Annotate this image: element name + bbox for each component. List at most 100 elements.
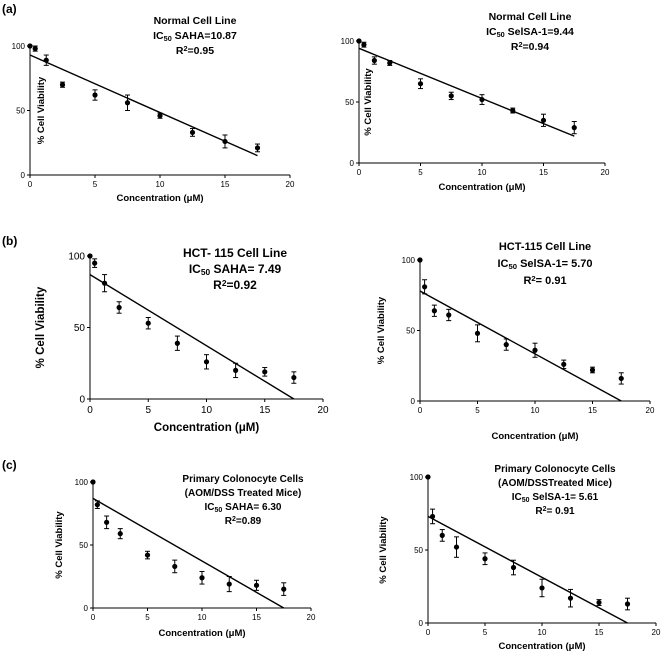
- chart-title-line: R2=0.94: [511, 40, 549, 53]
- chart-title-line: HCT- 115 Cell Line: [183, 246, 287, 260]
- data-point: [59, 82, 66, 88]
- fit-line: [92, 497, 285, 609]
- data-point: [172, 563, 178, 570]
- y-tick-label: 100: [402, 256, 416, 265]
- y-tick-label: 0: [21, 171, 26, 180]
- x-axis-label: Concentration (μM): [158, 628, 245, 639]
- x-tick-label: 0: [91, 613, 96, 622]
- x-tick-label: 15: [221, 180, 230, 189]
- fit-line: [419, 290, 622, 402]
- x-tick-label: 10: [538, 628, 547, 637]
- data-point: [422, 284, 428, 290]
- y-tick-label: 100: [410, 473, 424, 482]
- x-tick-label: 10: [198, 613, 207, 622]
- chart-title-line: R2= 0.91: [535, 506, 575, 517]
- chart-title-line: Primary Colonocyte Cells: [494, 464, 616, 475]
- x-tick-label: 10: [156, 180, 165, 189]
- panel-label-c: (c): [2, 458, 17, 472]
- chart-title-line: Normal Cell Line: [489, 11, 572, 23]
- data-point: [429, 513, 436, 520]
- chart-title-line: IC50 SAHA=10.87: [153, 30, 237, 43]
- panel-label-a: (a): [2, 2, 17, 16]
- y-axis-label: % Cell Viability: [363, 68, 374, 136]
- chart-title-line: R2= 0.91: [523, 274, 566, 287]
- x-tick-label: 15: [259, 405, 271, 416]
- data-point: [291, 374, 297, 381]
- x-tick-label: 15: [595, 628, 604, 637]
- x-tick-label: 0: [418, 406, 423, 415]
- data-point: [532, 347, 538, 353]
- fit-line: [358, 47, 575, 137]
- x-tick-label: 0: [28, 180, 33, 189]
- x-tick-label: 5: [145, 405, 151, 416]
- x-tick-label: 5: [145, 613, 150, 622]
- data-point: [596, 599, 602, 606]
- y-tick-label: 0: [419, 619, 424, 628]
- data-point: [479, 96, 485, 103]
- y-axis-label: % Cell Viability: [376, 296, 387, 364]
- data-point: [92, 260, 98, 266]
- data-point: [222, 138, 228, 145]
- x-axis-label: Concentration (μM): [438, 182, 525, 193]
- x-tick-label: 20: [317, 405, 329, 416]
- data-point: [371, 57, 377, 64]
- chart-panel-3: 0 5 10 15 20 0 50 100 Concentration (μM) % Cell V…: [35, 246, 329, 434]
- chart-title-line: IC50 SAHA= 6.30: [205, 502, 282, 514]
- data-point: [387, 60, 393, 66]
- data-point: [174, 340, 180, 346]
- y-tick-label: 50: [74, 323, 86, 334]
- chart-panel-1: 0 5 10 15 20 0 50 100 Concentration (μM) % Cell V…: [12, 15, 295, 204]
- data-point: [561, 361, 567, 367]
- y-tick-label: 100: [12, 42, 26, 51]
- data-point: [453, 544, 460, 550]
- chart-panel-4: 0 5 10 15 20 0 50 100 Concentration (μM) % Cell V…: [376, 241, 655, 442]
- y-tick-label: 0: [79, 395, 85, 406]
- y-axis-label: % Cell Viability: [36, 76, 47, 144]
- data-point: [446, 312, 452, 318]
- y-tick-label: 100: [68, 252, 85, 263]
- data-point: [94, 502, 100, 508]
- x-tick-label: 15: [252, 613, 261, 622]
- chart-panel-6: 0 5 10 15 20 0 50 100 Concentration (μM) % Cell V…: [378, 464, 661, 652]
- data-point: [203, 359, 210, 365]
- x-tick-label: 0: [426, 628, 431, 637]
- x-tick-label: 5: [483, 628, 488, 637]
- data-point: [101, 280, 108, 286]
- chart-title-line: Normal Cell Line: [154, 15, 237, 27]
- data-point: [144, 552, 151, 558]
- fit-line: [29, 54, 258, 157]
- data-point: [417, 81, 424, 87]
- y-tick-label: 0: [411, 397, 416, 406]
- data-point: [417, 257, 423, 263]
- data-point: [254, 145, 261, 151]
- y-tick-label: 0: [350, 159, 355, 168]
- x-tick-label: 15: [539, 168, 548, 177]
- y-axis-label: % Cell Viability: [54, 511, 65, 579]
- data-point: [356, 38, 362, 44]
- data-point: [124, 100, 131, 106]
- data-point: [87, 253, 93, 259]
- data-point: [589, 367, 596, 373]
- x-tick-label: 5: [475, 406, 480, 415]
- x-tick-label: 0: [87, 405, 93, 416]
- x-tick-label: 20: [307, 613, 316, 622]
- chart-title-line: Primary Colonocyte Cells: [182, 474, 304, 485]
- data-point: [431, 308, 437, 314]
- data-point: [474, 330, 481, 336]
- y-axis-label: % Cell Viability: [35, 286, 47, 368]
- data-point: [117, 531, 123, 537]
- data-point: [540, 117, 547, 123]
- y-axis-label: % Cell Viability: [378, 516, 389, 584]
- chart-title-line: IC50 SAHA= 7.49: [189, 262, 282, 277]
- data-point: [425, 474, 431, 480]
- y-tick-label: 0: [84, 604, 89, 613]
- data-point: [482, 556, 488, 562]
- y-tick-label: 50: [345, 98, 354, 107]
- x-tick-label: 10: [478, 168, 487, 177]
- x-tick-label: 20: [286, 180, 295, 189]
- data-point: [510, 564, 517, 571]
- data-point: [281, 586, 287, 592]
- data-point: [503, 342, 509, 348]
